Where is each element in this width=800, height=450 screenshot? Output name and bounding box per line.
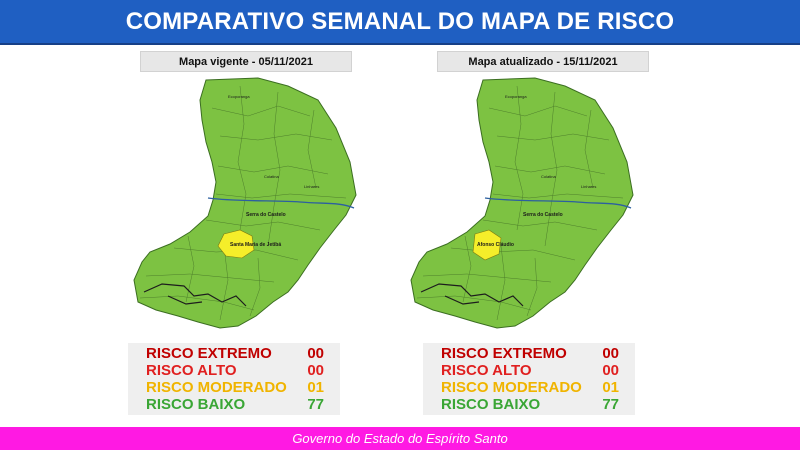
legend-row-extremo: RISCO EXTREMO 00: [128, 345, 340, 363]
legend-count: 01: [307, 379, 324, 396]
moderate-municipality-label: Santa Maria de Jetibá: [230, 242, 281, 248]
footer-bar: Governo do Estado do Espírito Santo: [0, 427, 800, 450]
legend-row-extremo: RISCO EXTREMO 00: [423, 345, 635, 363]
footer-text: Governo do Estado do Espírito Santo: [292, 431, 508, 446]
legend-label: RISCO EXTREMO: [146, 345, 272, 362]
legend-label: RISCO MODERADO: [441, 379, 582, 396]
river-line: [484, 197, 632, 209]
legend-label: RISCO EXTREMO: [441, 345, 567, 362]
state-shape: [133, 77, 357, 329]
legend-count: 00: [602, 345, 619, 362]
legend-row-alto: RISCO ALTO 00: [423, 362, 635, 380]
legend-count: 77: [602, 396, 619, 413]
municipality-borders: [139, 85, 347, 321]
legend-count: 01: [602, 379, 619, 396]
city-label-center: Colatina: [541, 174, 556, 179]
state-shape: [410, 77, 634, 329]
page-title: COMPARATIVO SEMANAL DO MAPA DE RISCO: [125, 7, 675, 35]
legend-row-baixo: RISCO BAIXO 77: [128, 396, 340, 414]
legend-count: 00: [602, 362, 619, 379]
legend-label: RISCO MODERADO: [146, 379, 287, 396]
legend-row-baixo: RISCO BAIXO 77: [423, 396, 635, 414]
legend-row-alto: RISCO ALTO 00: [128, 362, 340, 380]
legend-label: RISCO BAIXO: [146, 396, 246, 413]
regional-border: [420, 283, 524, 307]
legend-label: RISCO ALTO: [441, 362, 532, 379]
risk-legend-current: RISCO EXTREMO 00 RISCO ALTO 00 RISCO MOD…: [128, 343, 340, 415]
risk-legend-updated: RISCO EXTREMO 00 RISCO ALTO 00 RISCO MOD…: [423, 343, 635, 415]
map-caption-updated: Mapa atualizado - 15/11/2021: [437, 51, 649, 72]
city-label-east: Linhares: [304, 184, 319, 189]
map-caption-current: Mapa vigente - 05/11/2021: [140, 51, 352, 72]
municipality-borders: [416, 85, 624, 321]
city-label-main: Serra do Castelo: [523, 212, 563, 218]
regional-border: [143, 283, 247, 307]
legend-row-moderado: RISCO MODERADO 01: [128, 379, 340, 397]
city-label-east: Linhares: [581, 184, 596, 189]
legend-count: 00: [307, 362, 324, 379]
moderate-risk-municipality: [217, 229, 255, 259]
moderate-municipality-label: Afonso Cláudio: [477, 242, 514, 248]
legend-label: RISCO ALTO: [146, 362, 237, 379]
risk-map-updated: Afonso Cláudio Serra do Castelo Ecoporan…: [410, 77, 634, 329]
risk-map-current: Santa Maria de Jetibá Serra do Castelo E…: [133, 77, 357, 329]
moderate-risk-municipality: [472, 229, 502, 261]
header-bar: COMPARATIVO SEMANAL DO MAPA DE RISCO: [0, 0, 800, 45]
legend-row-moderado: RISCO MODERADO 01: [423, 379, 635, 397]
legend-count: 77: [307, 396, 324, 413]
river-line: [207, 197, 355, 209]
legend-count: 00: [307, 345, 324, 362]
city-label-main: Serra do Castelo: [246, 212, 286, 218]
legend-label: RISCO BAIXO: [441, 396, 541, 413]
city-label-north: Ecoporanga: [228, 94, 250, 99]
city-label-center: Colatina: [264, 174, 279, 179]
city-label-north: Ecoporanga: [505, 94, 527, 99]
